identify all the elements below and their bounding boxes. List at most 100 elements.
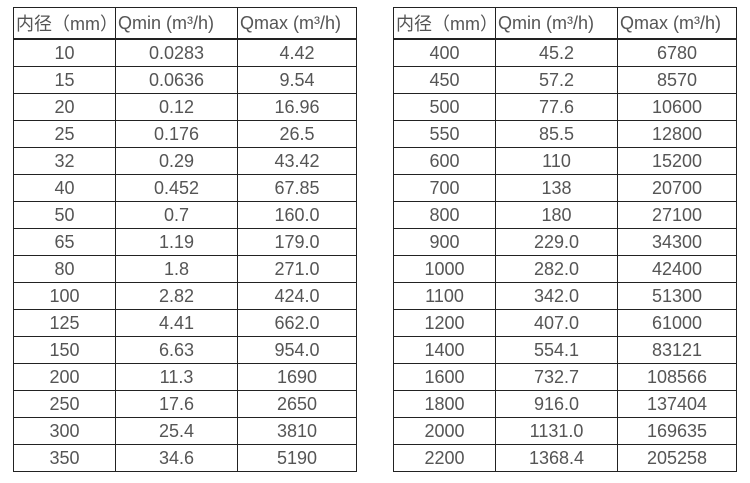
cell: 400 [393,38,496,67]
cell: 600 [393,147,496,175]
cell: 0.176 [115,120,238,148]
cell: 25.4 [115,417,238,445]
cell: 300 [13,417,116,445]
cell: 554.1 [495,336,618,364]
cell: 17.6 [115,390,238,418]
cell: 34300 [617,228,737,256]
flow-rate-tables: 内径（mm） Qmin (m³/h) Qmax (m³/h) 10 0.0283 4… [13,7,737,472]
cell: 1690 [237,363,357,391]
header-inner-diameter: 内径（mm） [13,7,116,40]
table-row: 20 0.12 16.96 [13,93,357,121]
cell: 1.19 [115,228,238,256]
cell: 85.5 [495,120,618,148]
cell: 26.5 [237,120,357,148]
cell: 6780 [617,38,737,67]
cell: 179.0 [237,228,357,256]
table-row: 80 1.8 271.0 [13,255,357,283]
cell: 11.3 [115,363,238,391]
cell: 67.85 [237,174,357,202]
cell: 10600 [617,93,737,121]
cell: 169635 [617,417,737,445]
cell: 550 [393,120,496,148]
cell: 20700 [617,174,737,202]
table-row: 125 4.41 662.0 [13,309,357,337]
cell: 77.6 [495,93,618,121]
header-qmax: Qmax (m³/h) [617,7,737,40]
cell: 6.63 [115,336,238,364]
cell: 45.2 [495,38,618,67]
table-row: 900 229.0 34300 [393,228,737,256]
cell: 342.0 [495,282,618,310]
cell: 500 [393,93,496,121]
cell: 229.0 [495,228,618,256]
header-row: 内径（mm） Qmin (m³/h) Qmax (m³/h) [393,7,737,40]
table-row: 40 0.452 67.85 [13,174,357,202]
table-body: 400 45.2 6780 450 57.2 8570 500 77.6 10600 550 85.… [393,38,737,472]
table-row: 50 0.7 160.0 [13,201,357,229]
cell: 250 [13,390,116,418]
cell: 4.41 [115,309,238,337]
cell: 15200 [617,147,737,175]
cell: 2200 [393,444,496,472]
cell: 200 [13,363,116,391]
cell: 50 [13,201,116,229]
cell: 8570 [617,66,737,94]
cell: 407.0 [495,309,618,337]
table-row: 1800 916.0 137404 [393,390,737,418]
cell: 40 [13,174,116,202]
table-row: 1100 342.0 51300 [393,282,737,310]
cell: 15 [13,66,116,94]
cell: 2650 [237,390,357,418]
table-row: 500 77.6 10600 [393,93,737,121]
cell: 732.7 [495,363,618,391]
cell: 61000 [617,309,737,337]
table-row: 550 85.5 12800 [393,120,737,148]
cell: 3810 [237,417,357,445]
cell: 271.0 [237,255,357,283]
cell: 205258 [617,444,737,472]
table-row: 150 6.63 954.0 [13,336,357,364]
cell: 42400 [617,255,737,283]
cell: 5190 [237,444,357,472]
cell: 150 [13,336,116,364]
header-inner-diameter: 内径（mm） [393,7,496,40]
table-row: 10 0.0283 4.42 [13,38,357,67]
cell: 0.29 [115,147,238,175]
cell: 954.0 [237,336,357,364]
cell: 83121 [617,336,737,364]
cell: 1200 [393,309,496,337]
cell: 1400 [393,336,496,364]
cell: 1100 [393,282,496,310]
header-row: 内径（mm） Qmin (m³/h) Qmax (m³/h) [13,7,357,40]
cell: 0.12 [115,93,238,121]
cell: 138 [495,174,618,202]
table-row: 300 25.4 3810 [13,417,357,445]
cell: 9.54 [237,66,357,94]
cell: 350 [13,444,116,472]
table-row: 1600 732.7 108566 [393,363,737,391]
cell: 1600 [393,363,496,391]
table-body: 10 0.0283 4.42 15 0.0636 9.54 20 0.12 16.96 25 0.1… [13,38,357,472]
cell: 110 [495,147,618,175]
cell: 0.0283 [115,38,238,67]
table-row: 1000 282.0 42400 [393,255,737,283]
table-row: 2000 1131.0 169635 [393,417,737,445]
cell: 2.82 [115,282,238,310]
table-row: 25 0.176 26.5 [13,120,357,148]
cell: 34.6 [115,444,238,472]
flow-table-small-diameters: 内径（mm） Qmin (m³/h) Qmax (m³/h) 10 0.0283 4… [13,7,357,472]
table-row: 100 2.82 424.0 [13,282,357,310]
cell: 180 [495,201,618,229]
cell: 125 [13,309,116,337]
cell: 2000 [393,417,496,445]
cell: 800 [393,201,496,229]
cell: 137404 [617,390,737,418]
table-row: 700 138 20700 [393,174,737,202]
header-qmax: Qmax (m³/h) [237,7,357,40]
cell: 900 [393,228,496,256]
cell: 0.452 [115,174,238,202]
cell: 100 [13,282,116,310]
table-row: 600 110 15200 [393,147,737,175]
cell: 450 [393,66,496,94]
cell: 700 [393,174,496,202]
